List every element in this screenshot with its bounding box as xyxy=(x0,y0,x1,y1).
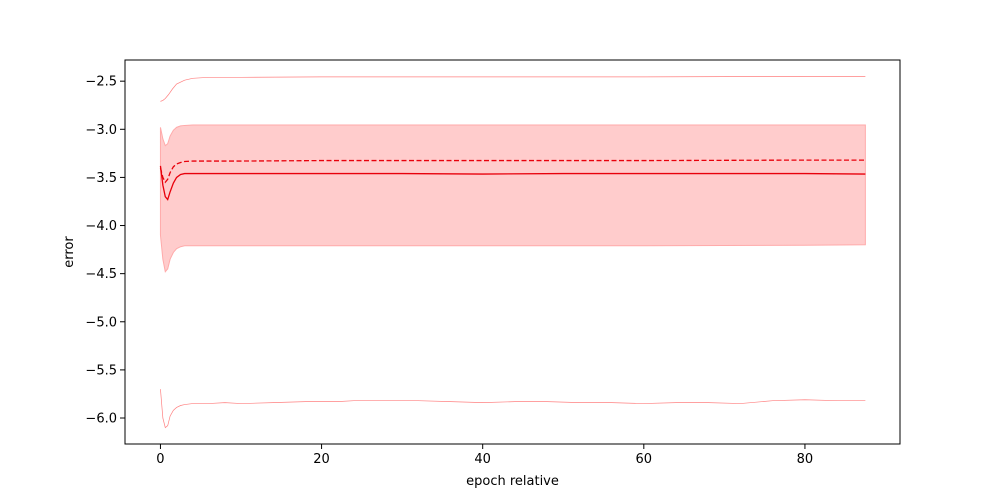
x-tick-label: 20 xyxy=(313,452,330,467)
x-tick-label: 40 xyxy=(474,452,491,467)
band-area xyxy=(159,124,866,273)
x-axis-label: epoch relative xyxy=(466,474,559,489)
y-tick-label: −3.5 xyxy=(85,171,117,186)
y-tick-label: −2.5 xyxy=(85,75,117,90)
y-tick-label: −4.0 xyxy=(85,219,117,234)
dashed-series-line xyxy=(159,159,866,184)
max-line xyxy=(160,76,866,102)
min-line xyxy=(160,389,866,429)
y-tick-label: −5.0 xyxy=(85,315,117,330)
x-tick-label: 0 xyxy=(156,452,164,467)
y-tick-label: −6.0 xyxy=(85,412,117,427)
plot-frame xyxy=(124,59,901,445)
solid-series-line xyxy=(159,165,866,201)
y-axis: −2.5 −3.0 −3.5 −4.0 −4.5 −5.0 −5.5 −6.0 xyxy=(85,75,125,427)
y-tick-label: −4.5 xyxy=(85,267,117,282)
x-tick-label: 80 xyxy=(797,452,814,467)
x-axis: 0 20 40 60 80 xyxy=(156,444,813,467)
x-tick-label: 60 xyxy=(636,452,653,467)
y-tick-label: −3.0 xyxy=(85,123,117,138)
y-axis-label: error xyxy=(62,236,77,268)
plot-area xyxy=(159,76,866,429)
y-tick-label: −5.5 xyxy=(85,363,117,378)
